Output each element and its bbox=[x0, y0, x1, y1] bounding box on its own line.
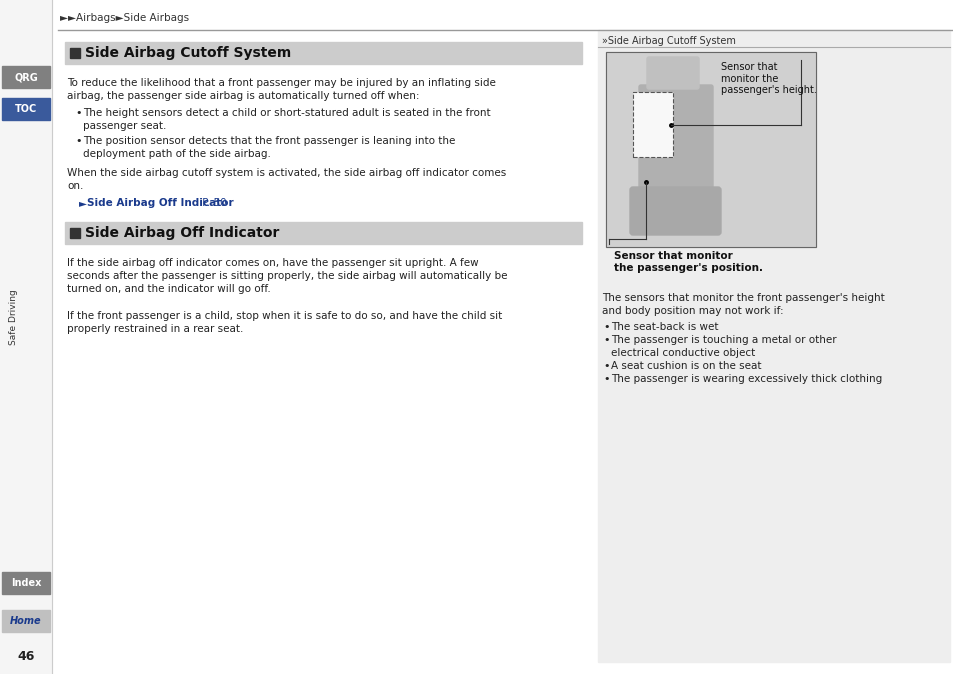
Text: seconds after the passenger is sitting properly, the side airbag will automatica: seconds after the passenger is sitting p… bbox=[67, 271, 507, 281]
Bar bbox=[70, 228, 80, 238]
Text: airbag, the passenger side airbag is automatically turned off when:: airbag, the passenger side airbag is aut… bbox=[67, 91, 419, 101]
Bar bbox=[605, 52, 815, 247]
Text: If the side airbag off indicator comes on, have the passenger sit upright. A few: If the side airbag off indicator comes o… bbox=[67, 258, 478, 268]
Text: QRG: QRG bbox=[14, 72, 38, 82]
Text: •: • bbox=[602, 335, 609, 345]
Text: »Side Airbag Cutoff System: »Side Airbag Cutoff System bbox=[601, 36, 735, 46]
Text: •: • bbox=[75, 108, 81, 118]
Text: The passenger is touching a metal or other: The passenger is touching a metal or oth… bbox=[610, 335, 836, 345]
Bar bbox=[0, 0, 52, 674]
Text: If the front passenger is a child, stop when it is safe to do so, and have the c: If the front passenger is a child, stop … bbox=[67, 311, 501, 321]
Bar bbox=[2, 572, 50, 594]
Bar bbox=[2, 98, 50, 120]
Text: The position sensor detects that the front passenger is leaning into the: The position sensor detects that the fro… bbox=[83, 136, 455, 146]
Text: •: • bbox=[602, 322, 609, 332]
Text: 46: 46 bbox=[17, 650, 34, 663]
Text: The seat-back is wet: The seat-back is wet bbox=[610, 322, 718, 332]
Bar bbox=[65, 42, 581, 64]
Text: When the side airbag cutoff system is activated, the side airbag off indicator c: When the side airbag cutoff system is ac… bbox=[67, 168, 506, 178]
Text: Side Airbag Off Indicator: Side Airbag Off Indicator bbox=[87, 198, 233, 208]
Text: properly restrained in a rear seat.: properly restrained in a rear seat. bbox=[67, 324, 243, 334]
Text: The passenger is wearing excessively thick clothing: The passenger is wearing excessively thi… bbox=[610, 374, 882, 384]
Text: The height sensors detect a child or short-statured adult is seated in the front: The height sensors detect a child or sho… bbox=[83, 108, 490, 118]
Bar bbox=[598, 30, 949, 662]
Bar bbox=[65, 222, 581, 244]
Text: •: • bbox=[602, 361, 609, 371]
Text: ►►Airbags►Side Airbags: ►►Airbags►Side Airbags bbox=[60, 13, 189, 23]
Text: Sensor that
monitor the
passenger's height.: Sensor that monitor the passenger's heig… bbox=[720, 62, 816, 95]
Text: Side Airbag Cutoff System: Side Airbag Cutoff System bbox=[85, 46, 291, 60]
Text: Index: Index bbox=[10, 578, 41, 588]
Text: on.: on. bbox=[67, 181, 83, 191]
FancyBboxPatch shape bbox=[639, 85, 712, 204]
Text: Safe Driving: Safe Driving bbox=[10, 289, 18, 345]
Text: Home: Home bbox=[10, 616, 42, 626]
Text: To reduce the likelihood that a front passenger may be injured by an inflating s: To reduce the likelihood that a front pa… bbox=[67, 78, 496, 88]
Text: The sensors that monitor the front passenger's height: The sensors that monitor the front passe… bbox=[601, 293, 883, 303]
Text: P. 50: P. 50 bbox=[199, 198, 227, 208]
Text: TOC: TOC bbox=[15, 104, 37, 114]
FancyBboxPatch shape bbox=[629, 187, 720, 235]
FancyBboxPatch shape bbox=[646, 57, 699, 89]
Text: deployment path of the side airbag.: deployment path of the side airbag. bbox=[83, 149, 271, 159]
Text: Side Airbag Off Indicator: Side Airbag Off Indicator bbox=[85, 226, 279, 240]
Text: electrical conductive object: electrical conductive object bbox=[610, 348, 755, 358]
Text: ►: ► bbox=[79, 198, 87, 208]
Bar bbox=[2, 66, 50, 88]
Text: A seat cushion is on the seat: A seat cushion is on the seat bbox=[610, 361, 760, 371]
Bar bbox=[633, 92, 672, 157]
Text: •: • bbox=[75, 136, 81, 146]
Text: turned on, and the indicator will go off.: turned on, and the indicator will go off… bbox=[67, 284, 271, 294]
Bar bbox=[70, 48, 80, 58]
Text: Sensor that monitor
the passenger's position.: Sensor that monitor the passenger's posi… bbox=[614, 251, 762, 272]
Bar bbox=[605, 52, 815, 247]
Text: and body position may not work if:: and body position may not work if: bbox=[601, 306, 782, 316]
Text: •: • bbox=[602, 374, 609, 384]
Text: passenger seat.: passenger seat. bbox=[83, 121, 166, 131]
Bar bbox=[2, 610, 50, 632]
